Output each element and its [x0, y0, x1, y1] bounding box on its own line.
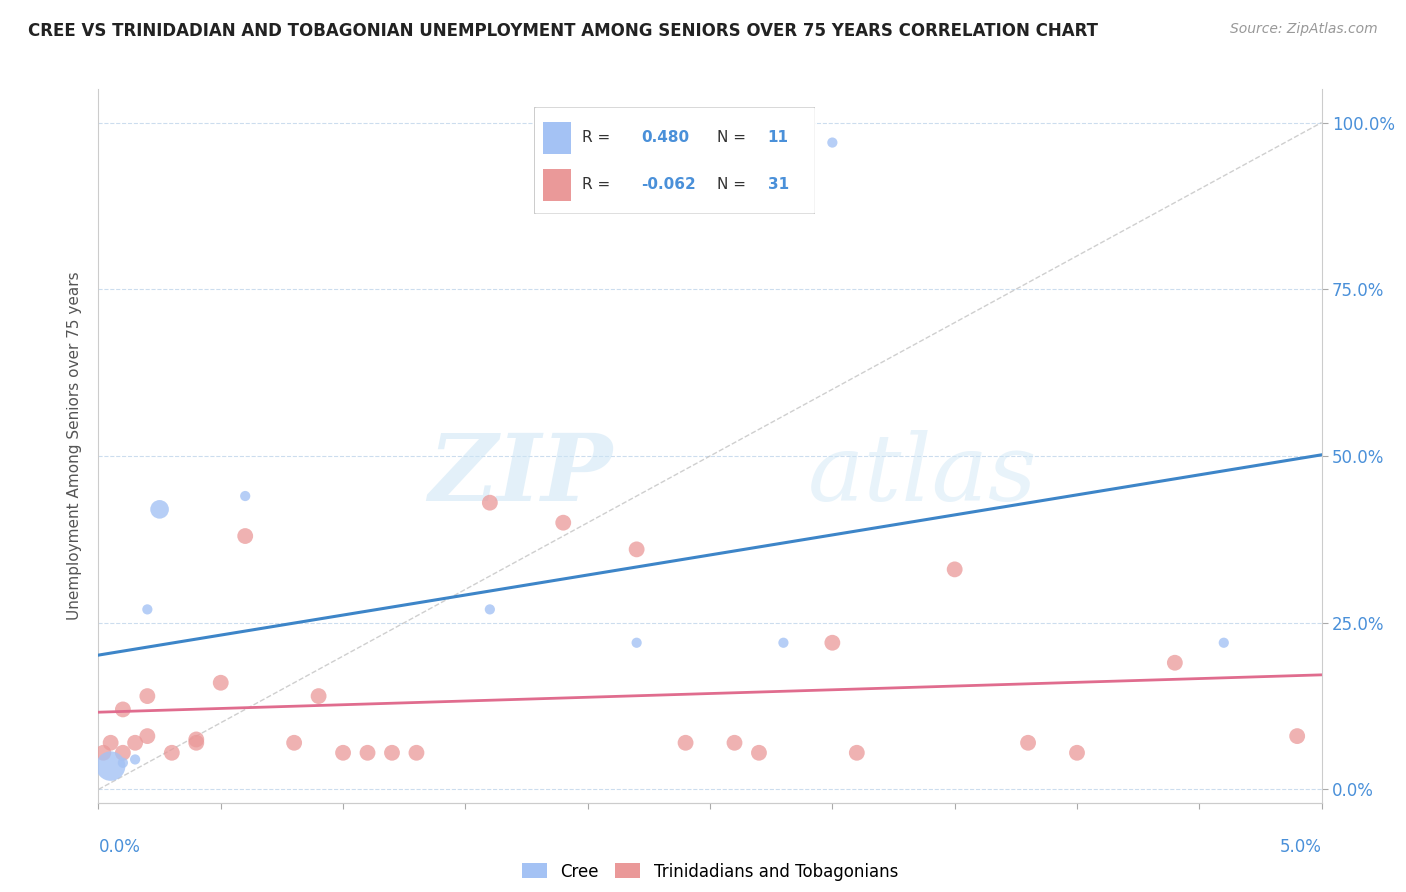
Point — [356, 746, 378, 760]
Text: 0.480: 0.480 — [641, 129, 689, 145]
Point — [626, 542, 648, 557]
Bar — [543, 122, 571, 154]
Point — [91, 746, 114, 760]
Text: ZIP: ZIP — [427, 430, 612, 519]
Text: R =: R = — [582, 129, 616, 145]
Point — [478, 496, 501, 510]
Point — [149, 502, 172, 516]
Point — [111, 702, 134, 716]
Point — [136, 729, 159, 743]
Point — [186, 736, 208, 750]
Point — [845, 746, 868, 760]
Point — [100, 736, 122, 750]
Point — [332, 746, 354, 760]
Point — [553, 516, 575, 530]
Point — [1017, 736, 1039, 750]
Point — [136, 602, 159, 616]
Point — [821, 136, 844, 150]
Text: 0.0%: 0.0% — [98, 838, 141, 856]
Point — [1286, 729, 1309, 743]
Point — [1212, 636, 1234, 650]
Point — [943, 562, 966, 576]
Point — [124, 736, 146, 750]
Point — [111, 756, 134, 770]
Text: 5.0%: 5.0% — [1279, 838, 1322, 856]
Point — [100, 759, 122, 773]
Text: N =: N = — [717, 177, 751, 192]
Point — [1164, 656, 1187, 670]
Point — [478, 602, 501, 616]
Text: R =: R = — [582, 177, 616, 192]
Point — [111, 746, 134, 760]
Point — [626, 636, 648, 650]
Point — [675, 736, 697, 750]
Point — [233, 489, 256, 503]
Point — [748, 746, 770, 760]
Point — [308, 689, 330, 703]
Text: -0.062: -0.062 — [641, 177, 696, 192]
Text: CREE VS TRINIDADIAN AND TOBAGONIAN UNEMPLOYMENT AMONG SENIORS OVER 75 YEARS CORR: CREE VS TRINIDADIAN AND TOBAGONIAN UNEMP… — [28, 22, 1098, 40]
FancyBboxPatch shape — [534, 107, 815, 214]
Point — [405, 746, 427, 760]
Text: 11: 11 — [768, 129, 789, 145]
Point — [821, 636, 844, 650]
Point — [723, 736, 745, 750]
Text: Source: ZipAtlas.com: Source: ZipAtlas.com — [1230, 22, 1378, 37]
Text: atlas: atlas — [808, 430, 1038, 519]
Point — [136, 689, 159, 703]
Text: 31: 31 — [768, 177, 789, 192]
Bar — [543, 169, 571, 202]
Point — [233, 529, 256, 543]
Point — [209, 675, 232, 690]
Point — [772, 636, 794, 650]
Point — [1066, 746, 1088, 760]
Point — [186, 732, 208, 747]
Legend: Cree, Trinidadians and Tobagonians: Cree, Trinidadians and Tobagonians — [515, 856, 905, 888]
Point — [381, 746, 404, 760]
Point — [283, 736, 305, 750]
Point — [124, 752, 146, 766]
Y-axis label: Unemployment Among Seniors over 75 years: Unemployment Among Seniors over 75 years — [67, 272, 83, 620]
Point — [160, 746, 183, 760]
Text: N =: N = — [717, 129, 751, 145]
